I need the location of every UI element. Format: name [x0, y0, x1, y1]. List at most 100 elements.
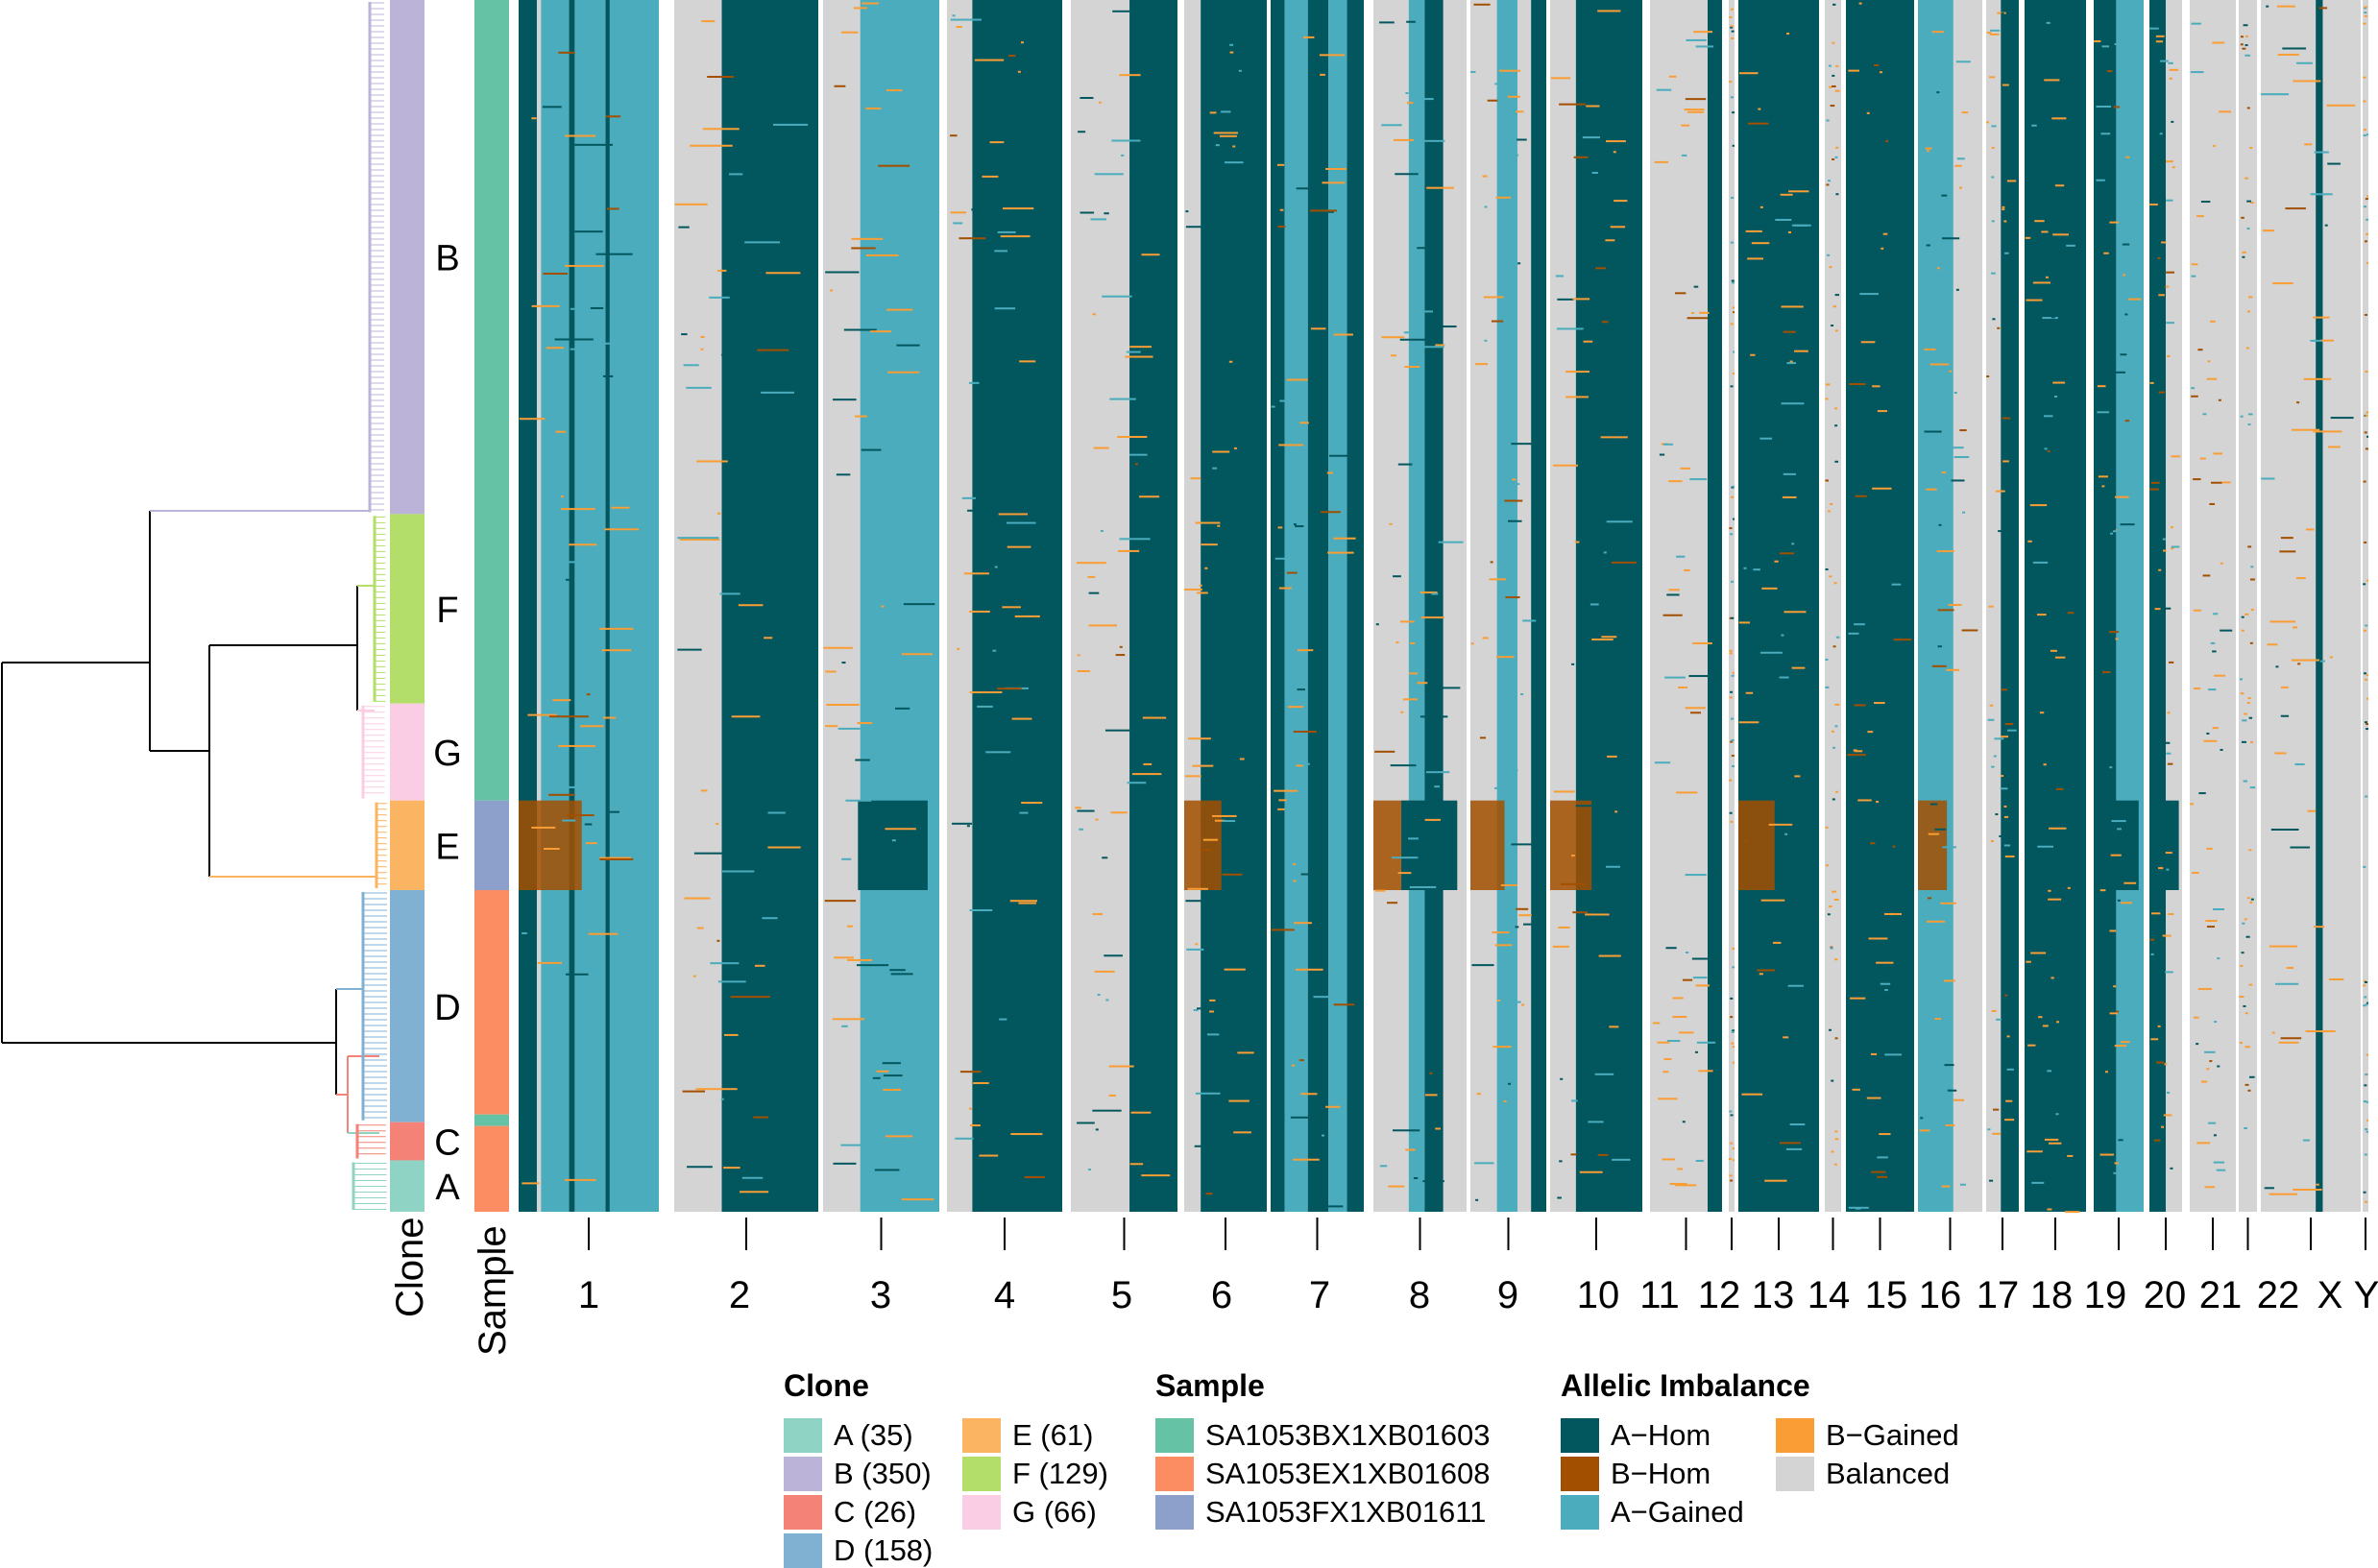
heatmap-cell: [558, 744, 595, 747]
heatmap-cell: [1849, 1070, 1866, 1073]
heatmap-cell: [1991, 272, 1996, 275]
heatmap-cell: [889, 969, 906, 972]
heatmap-cell: [1833, 899, 1839, 902]
heatmap-cell: [2025, 236, 2031, 239]
heatmap-cell: [1491, 320, 1504, 323]
heatmap-cell: [1104, 729, 1131, 732]
heatmap-cell: [1989, 76, 1996, 79]
heatmap-cell: [2192, 872, 2199, 875]
heatmap-cell: [903, 603, 935, 606]
heatmap-cell: [1730, 96, 1734, 99]
heatmap-cell: [2363, 1100, 2366, 1103]
heatmap-cell: [1293, 1158, 1320, 1161]
heatmap-cell: [1880, 982, 1891, 985]
heatmap-cell: [2363, 984, 2366, 987]
heatmap-cell: [2293, 1189, 2322, 1192]
heatmap-cell: [1699, 311, 1710, 314]
heatmap-cell: [1287, 706, 1303, 709]
heatmap-cell: [1108, 1065, 1134, 1068]
heatmap-cell: [2269, 1193, 2297, 1195]
legend-label: SA1053FX1XB01611: [1205, 1495, 1487, 1529]
heatmap-cell: [2101, 671, 2111, 674]
heatmap-cell: [2033, 12, 2039, 15]
heatmap-cell: [2366, 579, 2368, 582]
heatmap-cell: [1832, 890, 1837, 893]
heatmap-cell: [2104, 1071, 2108, 1073]
heatmap-cell: [2166, 322, 2174, 325]
heatmap-cell: [681, 333, 688, 336]
heatmap-cell: [885, 1135, 913, 1138]
heatmap-cell: [997, 230, 1016, 233]
heatmap-cell: [972, 0, 1062, 1212]
heatmap-cell: [1732, 111, 1735, 114]
heatmap-cell: [825, 670, 837, 673]
heatmap-cell: [2163, 1114, 2172, 1117]
heatmap-cell: [2002, 208, 2005, 211]
heatmap-cell: [765, 272, 801, 275]
heatmap-cell: [1297, 649, 1314, 652]
heatmap-cell: [847, 958, 873, 961]
heatmap-cell: [2102, 636, 2107, 639]
heatmap-cell: [1831, 730, 1835, 733]
legend-label: F (129): [1012, 1457, 1108, 1490]
heatmap-cell: [2120, 523, 2135, 526]
clone-axis-label: Clone: [389, 1217, 431, 1317]
heatmap-cell: [1834, 460, 1839, 463]
heatmap-cell: [1141, 1174, 1171, 1177]
heatmap-cell: [1076, 562, 1106, 565]
heatmap-cell: [2047, 1070, 2052, 1073]
heatmap-cell: [2240, 36, 2244, 38]
heatmap-cell: [1411, 551, 1419, 554]
heatmap-cell: [1521, 1003, 1525, 1006]
heatmap-cell: [562, 819, 576, 822]
heatmap-cell: [1299, 422, 1309, 424]
heatmap-cell: [1482, 637, 1489, 639]
heatmap-cell: [1832, 305, 1837, 308]
heatmap-cell: [1829, 575, 1832, 578]
heatmap-cell: [2364, 721, 2367, 724]
heatmap-cell: [772, 123, 809, 126]
heatmap-cell: [1779, 676, 1789, 679]
heatmap-cell: [2105, 846, 2115, 849]
heatmap-cell: [1274, 557, 1295, 560]
heatmap-cell: [1693, 31, 1713, 34]
heatmap-cell: [1991, 125, 1997, 128]
heatmap-cell: [2036, 614, 2047, 616]
heatmap-cell: [753, 1116, 769, 1119]
heatmap-cell: [2324, 224, 2328, 227]
heatmap-cell: [851, 247, 876, 250]
heatmap-cell: [1991, 220, 1995, 223]
heatmap-cell: [824, 900, 857, 903]
heatmap-cell: [2365, 1128, 2368, 1131]
heatmap-cell: [1498, 69, 1521, 72]
heatmap-cell: [1473, 3, 1491, 6]
heatmap-cell: [1731, 1042, 1735, 1045]
heatmap-cell: [1328, 0, 1347, 1212]
heatmap-cell: [1233, 1131, 1251, 1134]
heatmap-cell: [1190, 477, 1201, 480]
legend-item: E (61): [962, 1418, 1093, 1453]
clone-bar-label-C: C: [434, 1123, 460, 1164]
sample-bar-segment: [474, 889, 509, 1115]
heatmap-cell: [989, 141, 1005, 144]
heatmap-cell: [2004, 1119, 2015, 1122]
heatmap-cell: [1732, 966, 1735, 969]
heatmap-cell: [1959, 1183, 1966, 1186]
heatmap-cell: [2366, 261, 2368, 264]
heatmap-cell: [2363, 583, 2366, 586]
heatmap-cell: [1286, 571, 1298, 574]
heatmap-cell: [1942, 846, 1957, 849]
heatmap-cell: [2245, 935, 2250, 938]
heatmap-cell: [2316, 0, 2323, 1212]
heatmap-cell: [2196, 1043, 2199, 1046]
heatmap-cell: [1996, 1018, 2002, 1021]
heatmap-cell: [2167, 762, 2173, 765]
heatmap-cell: [2242, 255, 2245, 258]
heatmap-cell: [1730, 25, 1734, 28]
heatmap-cell: [1422, 139, 1445, 142]
heatmap-cell: [574, 0, 606, 1212]
heatmap-cell: [2031, 124, 2037, 127]
heatmap-cell: [2261, 0, 2317, 1212]
heatmap-cell: [1011, 717, 1032, 720]
heatmap-cell: [2244, 712, 2247, 715]
